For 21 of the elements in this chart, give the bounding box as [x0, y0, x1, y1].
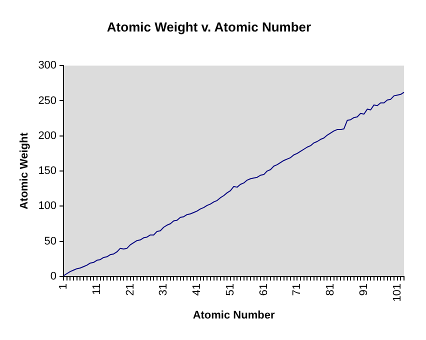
y-tick-label: 150: [38, 165, 57, 178]
y-tick-label: 200: [38, 130, 57, 142]
y-axis-title: Atomic Weight: [18, 132, 31, 210]
x-tick-label: 91: [358, 283, 370, 296]
x-tick-label: 61: [258, 283, 270, 296]
x-tick-label: 31: [158, 283, 170, 296]
x-axis-title: Atomic Number: [192, 309, 276, 322]
y-tick-label: 250: [38, 94, 57, 107]
y-tick-label: 300: [38, 60, 57, 72]
y-tick-label: 50: [44, 235, 57, 248]
y-tick-label: 0: [50, 270, 57, 282]
x-tick-label: 71: [291, 283, 304, 296]
x-tick-label: 81: [324, 283, 337, 296]
x-tick-label: 41: [191, 283, 204, 296]
x-tick-label: 21: [124, 283, 136, 296]
x-tick-label: 101: [391, 283, 404, 302]
x-tick-label: 51: [224, 283, 236, 296]
y-tick-label: 100: [38, 200, 57, 212]
x-tick-label: 11: [90, 283, 103, 295]
x-tick-label: 1: [58, 283, 70, 290]
chart-title: Atomic Weight v. Atomic Number: [106, 19, 312, 34]
